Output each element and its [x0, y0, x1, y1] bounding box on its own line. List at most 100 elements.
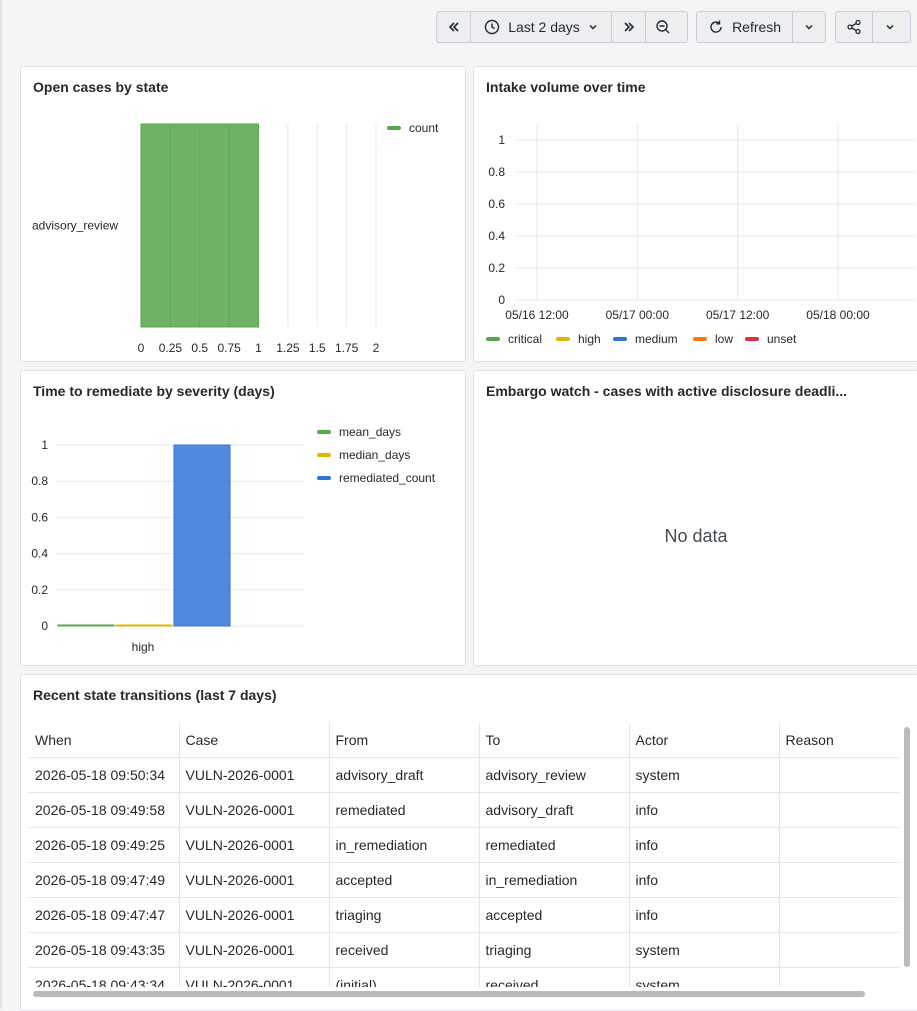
legend-swatch-high [556, 337, 570, 341]
cell-actor: system [629, 967, 780, 987]
column-header-when[interactable]: When [29, 723, 180, 758]
column-header-case[interactable]: Case [179, 723, 330, 758]
table-row[interactable]: 2026-05-18 09:49:58 VULN-2026-0001 remedia… [29, 792, 899, 828]
cell-case: VULN-2026-0001 [179, 792, 330, 828]
table-row[interactable]: 2026-05-18 09:43:34 VULN-2026-0001 (initia… [29, 967, 899, 987]
legend-swatch-low [693, 337, 707, 341]
table-row[interactable]: 2026-05-18 09:43:35 VULN-2026-0001 receive… [29, 932, 899, 968]
column-header-actor[interactable]: Actor [629, 723, 780, 758]
cell-reason [779, 932, 899, 968]
legend-label-count: count [409, 121, 439, 135]
legend-label-unset: unset [767, 332, 797, 346]
y-tick-label: 0 [498, 293, 505, 307]
chevron-down-icon [886, 24, 894, 30]
legend-swatch-unset [745, 337, 759, 341]
y-tick-label: 0.4 [31, 547, 48, 561]
bar-remediated_count [173, 444, 231, 627]
double-chevron-left-icon [448, 22, 459, 32]
legend-label-mean_days: mean_days [339, 425, 401, 439]
time-picker-group: Last 2 days [436, 11, 688, 43]
y-tick-label: 0.4 [488, 229, 505, 243]
table-body: 2026-05-18 09:50:34 VULN-2026-0001 advisor… [29, 757, 899, 987]
cell-when: 2026-05-18 09:50:34 [29, 757, 180, 793]
cell-reason [779, 792, 899, 828]
legend-label-medium: medium [635, 332, 678, 346]
legend-label-median_days: median_days [339, 448, 410, 462]
chevron-down-icon [589, 24, 597, 30]
table-row[interactable]: 2026-05-18 09:47:47 VULN-2026-0001 triagin… [29, 897, 899, 933]
panel-title: Recent state transitions (last 7 days) [33, 687, 277, 703]
share-options-dropdown[interactable] [873, 12, 907, 42]
cell-reason [779, 862, 899, 898]
zoom-out-button[interactable] [646, 12, 680, 42]
time-shift-back-button[interactable] [437, 12, 471, 42]
column-header-reason[interactable]: Reason [779, 723, 899, 758]
cell-when: 2026-05-18 09:49:25 [29, 827, 180, 863]
cell-reason [779, 757, 899, 793]
dashboard-toolbar: Last 2 days Refresh [0, 11, 917, 43]
panel-recent-transitions[interactable]: Recent state transitions (last 7 days) W… [20, 674, 917, 1011]
x-tick-label: 05/17 00:00 [606, 308, 670, 322]
horizontal-scrollbar[interactable] [33, 991, 865, 997]
column-header-to[interactable]: To [479, 723, 630, 758]
x-tick-label: 2 [373, 341, 380, 355]
transitions-table: When Case From To Actor Reason 2026-05-18 09:… [29, 723, 899, 987]
cell-when: 2026-05-18 09:47:49 [29, 862, 180, 898]
legend-label-critical: critical [508, 332, 542, 346]
cell-from: triaging [329, 897, 480, 933]
share-icon [847, 19, 861, 35]
cell-reason [779, 897, 899, 933]
panel-intake-volume[interactable]: Intake volume over time 0 0.2 0.4 0.6 0.8 1 05… [473, 66, 917, 362]
legend-label-low: low [715, 332, 733, 346]
time-shift-forward-button[interactable] [612, 12, 646, 42]
refresh-button[interactable]: Refresh [697, 12, 794, 42]
vertical-scrollbar[interactable] [904, 727, 910, 967]
y-tick-label: 0.8 [488, 165, 505, 179]
y-tick-label: 0.6 [488, 197, 505, 211]
y-tick-label: 1 [41, 438, 48, 452]
x-tick-label: 0.75 [217, 341, 241, 355]
panel-embargo-watch[interactable]: Embargo watch - cases with active disclo… [473, 370, 917, 666]
panel-open-cases[interactable]: Open cases by state 0 0.25 0.5 0.75 1 1.25 1.5… [20, 66, 466, 362]
cell-case: VULN-2026-0001 [179, 862, 330, 898]
x-tick-label: 0.5 [191, 341, 208, 355]
zoom-out-icon [656, 20, 670, 34]
legend-swatch-medium [613, 337, 627, 341]
transitions-table-viewport[interactable]: When Case From To Actor Reason 2026-05-18 09:… [29, 723, 899, 987]
cell-case: VULN-2026-0001 [179, 932, 330, 968]
cell-to: triaging [479, 932, 630, 968]
table-row[interactable]: 2026-05-18 09:50:34 VULN-2026-0001 advisor… [29, 757, 899, 793]
cell-to: in_remediation [479, 862, 630, 898]
legend-swatch-count [387, 126, 401, 130]
cell-to: advisory_review [479, 757, 630, 793]
table-header-row: When Case From To Actor Reason [29, 723, 899, 758]
cell-from: accepted [329, 862, 480, 898]
cell-to: received [479, 967, 630, 987]
panel-title: Embargo watch - cases with active disclo… [486, 383, 848, 399]
refresh-interval-dropdown[interactable] [793, 12, 825, 42]
y-tick-label: 0.6 [31, 510, 48, 524]
panel-time-to-remediate[interactable]: Time to remediate by severity (days) 0 0.… [20, 370, 466, 666]
column-header-from[interactable]: From [329, 723, 480, 758]
share-button[interactable] [836, 12, 873, 42]
table-row[interactable]: 2026-05-18 09:49:25 VULN-2026-0001 in_reme… [29, 827, 899, 863]
y-tick-label: 0.2 [488, 261, 505, 275]
cell-to: advisory_draft [479, 792, 630, 828]
cell-actor: info [629, 862, 780, 898]
time-range-picker[interactable]: Last 2 days [471, 12, 612, 42]
x-category-label: high [132, 640, 155, 654]
chevron-down-icon [805, 24, 813, 30]
cell-from: (initial) [329, 967, 480, 987]
x-tick-label: 1.75 [335, 341, 359, 355]
cell-when: 2026-05-18 09:47:47 [29, 897, 180, 933]
refresh-icon [710, 20, 722, 33]
legend-label-remediated_count: remediated_count [339, 471, 436, 485]
bar-mean_days [57, 624, 115, 627]
x-tick-label: 1.5 [309, 341, 326, 355]
table-row[interactable]: 2026-05-18 09:47:49 VULN-2026-0001 accepte… [29, 862, 899, 898]
clock-icon [484, 19, 500, 35]
cell-case: VULN-2026-0001 [179, 897, 330, 933]
cell-reason [779, 967, 899, 987]
x-tick-label: 05/18 00:00 [806, 308, 870, 322]
share-group [835, 11, 911, 43]
